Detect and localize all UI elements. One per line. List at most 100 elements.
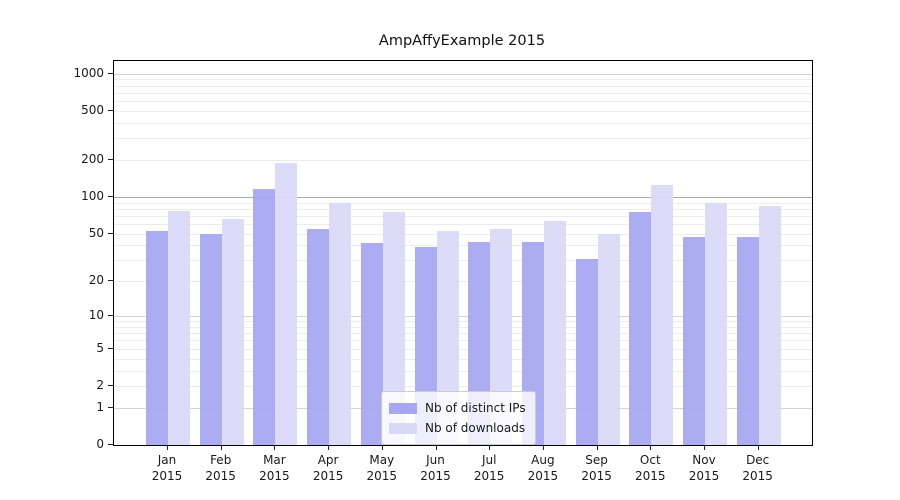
y-tick-label: 50: [88, 225, 104, 240]
x-tick-label: Dec 2015: [742, 453, 773, 483]
y-tick-label: 2: [96, 377, 104, 392]
legend-item-downloads: Nb of downloads: [389, 418, 526, 438]
gridline-major: [114, 196, 812, 198]
gridline-minor: [114, 122, 812, 124]
x-axis-tick: [167, 445, 168, 450]
bar-distinct-ips-sep: [575, 258, 598, 445]
gridline-minor: [114, 110, 812, 112]
x-axis-tick: [542, 445, 544, 450]
y-tick-label: 10: [88, 308, 104, 323]
x-axis-tick: [220, 445, 222, 450]
bar-downloads-apr: [329, 202, 352, 445]
bar-distinct-ips-feb: [199, 233, 222, 445]
x-tick-label: May 2015: [366, 453, 398, 483]
bar-distinct-ips-oct: [629, 212, 652, 445]
x-tick-label: Nov 2015: [688, 453, 720, 483]
y-axis-tick: [108, 280, 113, 282]
y-tick-label: 500: [81, 102, 104, 117]
x-axis-tick: [596, 445, 598, 450]
gridline-minor: [114, 101, 812, 102]
x-axis-tick: [381, 445, 383, 450]
x-axis-tick: [328, 445, 330, 450]
gridline-minor: [114, 326, 812, 328]
y-tick-label: 20: [88, 273, 104, 288]
gridline-minor: [114, 358, 812, 360]
gridline-minor: [114, 370, 812, 372]
bar-distinct-ips-may: [360, 242, 383, 445]
bar-downloads-nov: [705, 202, 727, 445]
bar-distinct-ips-jan: [146, 230, 168, 445]
y-tick-label: 0: [96, 437, 104, 451]
plot-area: Nb of distinct IPs Nb of downloads: [113, 60, 813, 446]
gridline-minor: [114, 215, 812, 217]
gridline-minor: [114, 233, 812, 235]
gridline-minor: [114, 85, 812, 87]
legend-swatch-distinct-ips: [389, 402, 417, 414]
x-tick-label: Aug 2015: [527, 453, 559, 483]
gridline-minor: [114, 79, 812, 81]
bar-downloads-feb: [221, 219, 244, 445]
x-tick-label: Jun 2015: [420, 453, 451, 483]
x-tick-label: Sep 2015: [581, 453, 612, 483]
gridline-minor: [114, 202, 812, 204]
y-axis-tick: [108, 109, 113, 111]
y-axis-tick: [108, 444, 113, 445]
bar-downloads-sep: [597, 233, 620, 445]
x-axis-tick: [757, 445, 759, 450]
x-tick-label: Apr 2015: [312, 453, 344, 483]
legend-swatch-downloads: [389, 422, 417, 434]
x-tick-label: Oct 2015: [635, 453, 666, 483]
gridline-minor: [114, 138, 812, 140]
gridline-minor: [114, 321, 812, 323]
x-tick-label: Feb 2015: [205, 453, 236, 483]
x-tick-label: Jan 2015: [151, 453, 183, 483]
gridline-minor: [114, 333, 812, 335]
gridline-major: [114, 73, 812, 75]
x-tick-label: Mar 2015: [259, 453, 290, 483]
gridline-minor: [114, 159, 812, 161]
y-tick-label: 5: [96, 340, 104, 355]
y-axis-tick: [108, 195, 113, 197]
bar-distinct-ips-dec: [736, 236, 759, 445]
y-axis-tick: [108, 406, 113, 408]
y-axis-tick: [108, 347, 113, 349]
x-axis-tick: [435, 445, 437, 450]
y-tick-label: 100: [81, 188, 104, 203]
legend-item-distinct-ips: Nb of distinct IPs: [389, 398, 526, 418]
legend: Nb of distinct IPs Nb of downloads: [381, 391, 536, 445]
x-axis-tick: [274, 445, 276, 450]
y-tick-label: 1000: [73, 65, 104, 80]
bar-downloads-aug: [543, 220, 566, 445]
legend-label: Nb of downloads: [425, 421, 526, 435]
x-tick-label: Jul 2015: [473, 453, 505, 483]
y-tick-label: 200: [81, 151, 104, 166]
gridline-minor: [114, 260, 812, 262]
bar-downloads-may: [382, 211, 405, 445]
y-axis-tick: [108, 232, 113, 234]
gridline-minor: [114, 208, 812, 210]
x-axis-tick: [704, 445, 705, 450]
bar-distinct-ips-nov: [683, 236, 705, 445]
bar-distinct-ips-mar: [253, 189, 276, 445]
gridline-minor: [114, 224, 812, 225]
y-axis-tick: [108, 158, 113, 160]
gridline-minor: [114, 348, 812, 350]
bar-downloads-jul: [490, 228, 513, 445]
gridline-major: [114, 316, 812, 318]
x-axis-tick: [489, 445, 491, 450]
legend-label: Nb of distinct IPs: [425, 401, 526, 415]
gridline-minor: [114, 281, 812, 283]
y-tick-label: 1: [96, 399, 104, 414]
bar-distinct-ips-apr: [307, 228, 330, 445]
bar-downloads-oct: [651, 185, 674, 445]
gridline-minor: [114, 245, 812, 247]
y-axis-tick: [108, 384, 113, 386]
y-axis-tick: [108, 72, 113, 74]
x-axis-tick: [650, 445, 652, 450]
y-axis-tick: [108, 315, 113, 317]
gridline-minor: [114, 92, 812, 94]
bar-downloads-dec: [758, 205, 781, 445]
gridline-minor: [114, 385, 812, 387]
chart-title: AmpAffyExample 2015: [378, 33, 546, 49]
